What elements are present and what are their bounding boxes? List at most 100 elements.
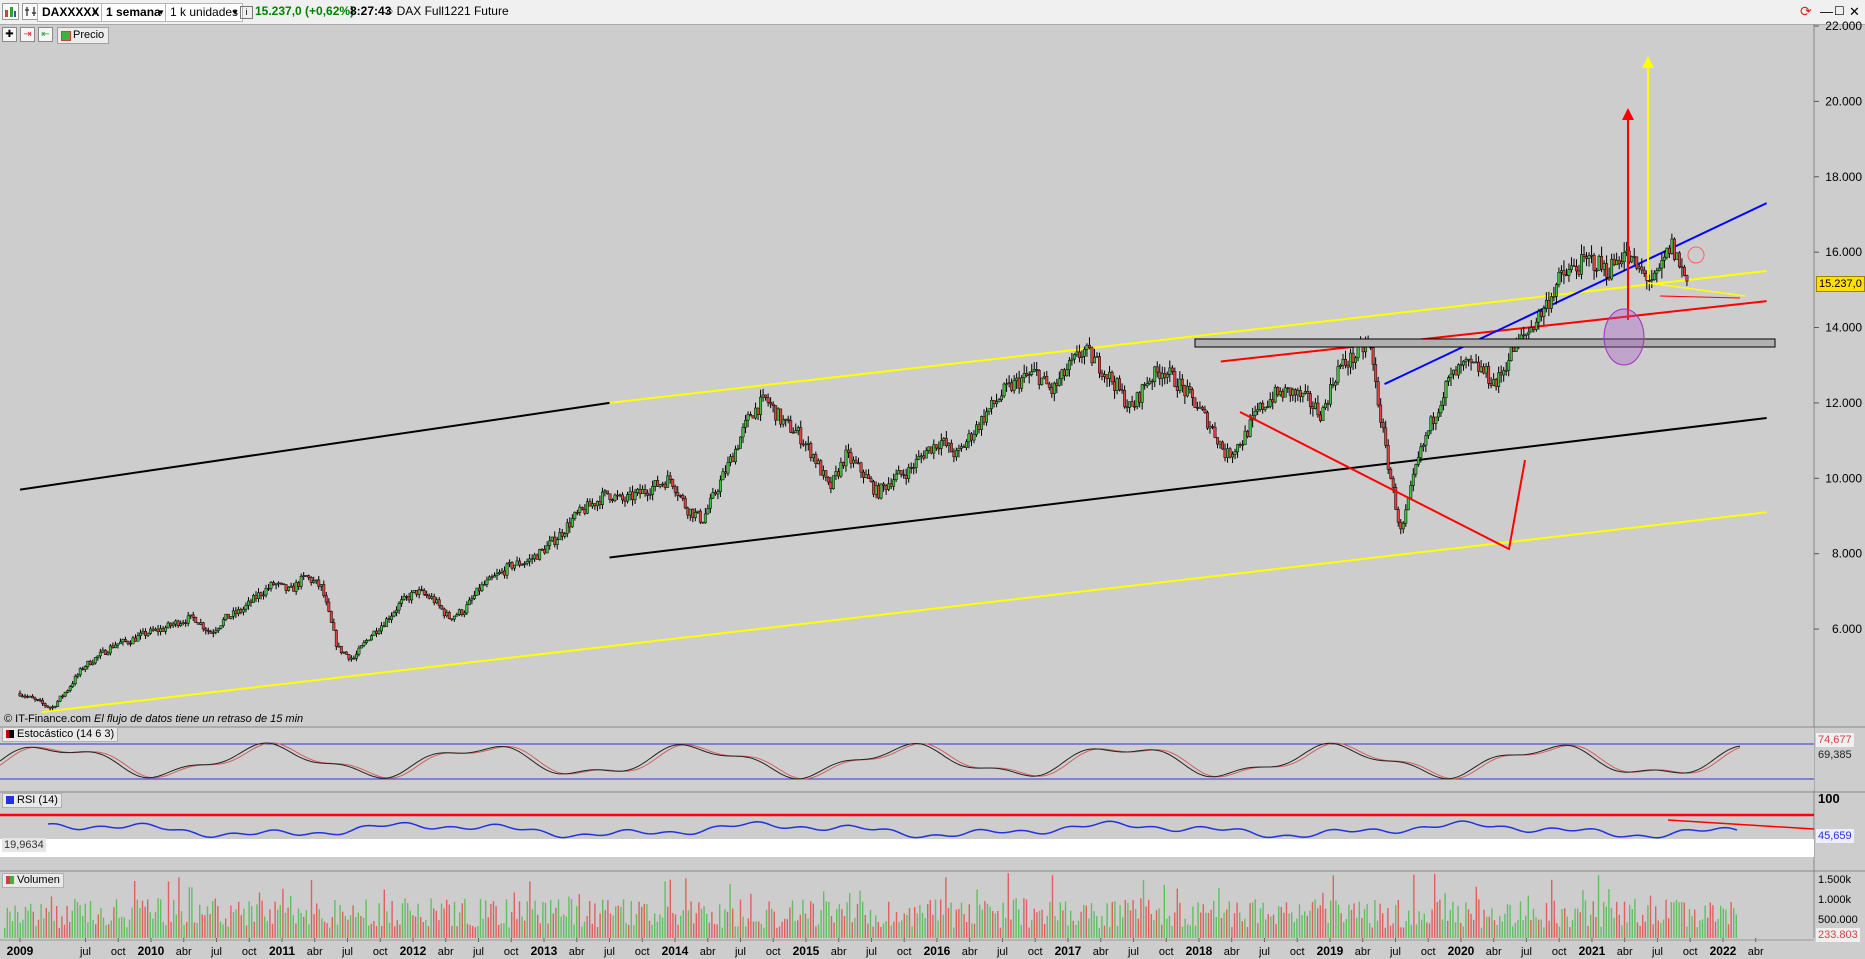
volume-bar [121,916,123,938]
volume-bar [1049,901,1051,938]
add-icon[interactable]: ✚ [2,27,17,42]
volume-bar [1629,904,1631,938]
units-select[interactable]: 1 k unidades ▼ [165,3,243,22]
volume-bar [542,901,544,938]
minimize-icon[interactable]: — [1820,4,1833,19]
volume-bar [1096,916,1098,938]
volume-bar [1574,908,1576,938]
maximize-icon[interactable]: ☐ [1834,4,1845,18]
candle-body [126,640,130,644]
candle-body [257,592,260,599]
candle-body [452,615,456,620]
volume-bar [1327,922,1329,938]
volume-bar [1400,927,1402,938]
volume-bar [141,900,144,938]
volume-bar [225,918,227,938]
volume-bar [1106,903,1108,938]
volume-bar [396,920,398,938]
volume-bar [433,908,435,938]
x-tick-label: oct [897,946,912,958]
candle-body [1381,422,1385,429]
candle-body [1331,384,1335,386]
export-icon[interactable]: ⇥ [20,27,35,42]
volume-bar [838,904,840,938]
volume-bar [1712,905,1714,938]
volume-bar [292,914,294,938]
x-tick-label: 2019 [1317,944,1344,958]
candle-body [1070,358,1074,361]
candle-body [1580,254,1583,275]
candle-body [1155,366,1159,373]
x-tick-label: oct [1552,946,1567,958]
candle-body [907,467,911,479]
x-tick-label: abr [1224,946,1240,958]
volume-bar [1662,919,1665,938]
candle-body [304,575,308,577]
price-tick-label: 8.000 [1832,547,1862,561]
chart-type-icon[interactable] [2,3,19,20]
close-icon[interactable]: ✕ [1849,4,1860,19]
compare-icon[interactable] [22,3,39,20]
candle-body [643,489,647,494]
candle-body [1198,406,1202,409]
candle-body [1316,402,1320,416]
volume-bar [1246,926,1249,938]
candle-body [219,625,223,629]
volume-bar [1592,901,1594,938]
x-tick-label: 2015 [793,944,820,958]
candle-body [1414,464,1418,475]
stochastic-label[interactable]: Estocástico (14 6 3) [2,727,119,742]
info-icon[interactable]: i [240,6,253,19]
candle-body [1170,367,1174,372]
volume-bar [362,917,365,938]
candle-body [432,596,436,604]
volume-bar [1259,908,1262,938]
volume-bar [625,923,627,938]
import-icon[interactable]: ⇤ [38,27,53,42]
x-tick-label: oct [504,946,519,958]
candle-body [1281,391,1285,398]
volume-bar [383,889,385,938]
volume-bar [604,910,606,938]
volume-bar [310,879,313,938]
candle-body [1484,366,1488,374]
x-tick-label: abr [307,946,323,958]
volume-bar [1501,921,1503,938]
volume-bar [1093,910,1095,938]
candle-body [774,405,778,421]
volume-bar [734,926,736,938]
rsi-min-label: 19,9634 [2,838,46,852]
volume-bar [1226,909,1228,938]
volume-bar [100,907,102,938]
volume-bar [1033,908,1035,938]
candle-body [397,603,401,611]
candle-body [61,695,65,698]
volume-bar [685,878,687,938]
volume-swatch [6,876,14,884]
candle-body [1482,366,1486,374]
candle-body [337,645,341,648]
rsi-label[interactable]: RSI (14) [2,793,62,808]
volume-bar [235,909,237,938]
volume-bar [464,898,466,938]
refresh-icon[interactable]: ⟳ [1800,3,1812,19]
price-legend[interactable]: Precio [57,27,110,44]
volume-bar [303,916,305,938]
candle-body [831,475,835,490]
candle-body [141,630,145,634]
volume-label[interactable]: Volumen [2,873,64,888]
volume-bar [136,899,138,938]
candle-body [372,630,376,636]
volume-bar [1150,914,1152,938]
candle-body [688,508,692,516]
volume-bar [786,919,788,938]
volume-bar [1324,908,1327,938]
red-v-pattern [1239,411,1526,551]
volume-bar [1686,926,1688,938]
volume-bar [1241,921,1243,938]
candle-body [636,488,640,493]
candle-body [1276,387,1280,396]
price-tick-label: 18.000 [1825,170,1862,184]
period-select[interactable]: 1 semana ▼ [101,3,169,22]
